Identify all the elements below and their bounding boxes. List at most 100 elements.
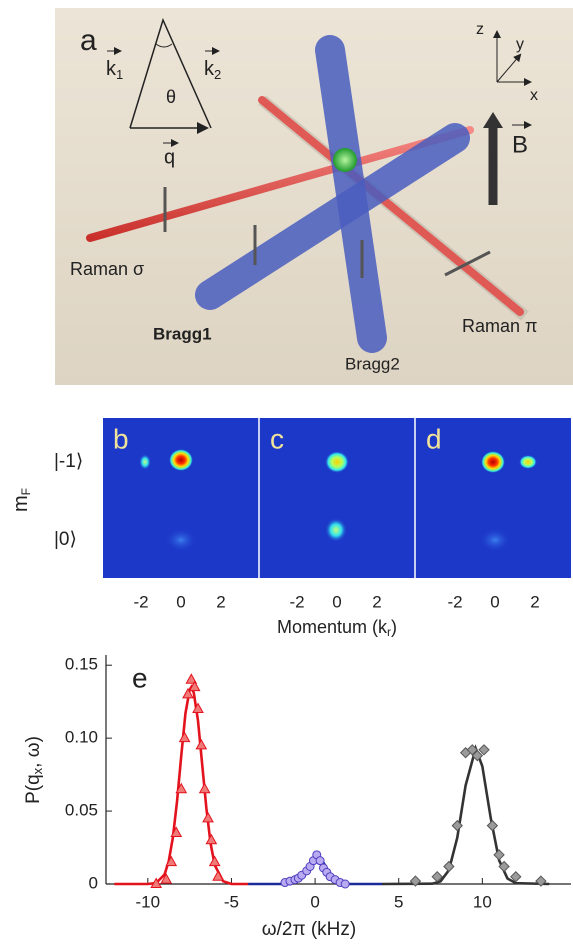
atom-blob	[325, 451, 349, 473]
b-field-arrowhead	[483, 112, 503, 128]
y-tick-label: 0.05	[65, 801, 98, 820]
raman-pi-beam	[258, 96, 524, 316]
data-point	[208, 855, 221, 867]
data-point	[150, 877, 163, 888]
state-label: |0⟩	[54, 529, 77, 550]
data-point	[160, 873, 173, 884]
bcd-ylabel: mF	[10, 488, 33, 512]
bragg1-label: Bragg1	[153, 324, 212, 343]
data-point	[188, 680, 201, 692]
raman-sigma-label: Raman σ	[70, 259, 144, 279]
panel-label: d	[426, 423, 442, 454]
xlabel-sub: r	[387, 625, 391, 639]
ylabel-main: m	[10, 495, 32, 512]
data-point	[165, 855, 178, 867]
panel-a-background	[55, 8, 573, 385]
data-point	[202, 811, 214, 823]
panel-label: b	[113, 423, 129, 454]
k2-main: k	[204, 58, 215, 80]
polarization-arrow	[444, 250, 491, 277]
x-tick-label: -2	[289, 592, 304, 611]
y-tick-label: 0	[89, 873, 98, 892]
data-point	[185, 673, 198, 684]
z-label: z	[476, 21, 484, 38]
fit-line	[381, 744, 550, 886]
atom-blob	[139, 454, 151, 470]
atom-blob	[169, 449, 193, 471]
data-point	[315, 856, 325, 866]
x-tick-label: 10	[473, 892, 492, 911]
data-point	[471, 749, 484, 762]
panel-label: e	[132, 662, 148, 693]
xlabel-after: )	[391, 617, 397, 637]
data-point	[178, 731, 191, 743]
atom-blob	[479, 528, 511, 552]
ylabel-sub: x	[30, 767, 45, 774]
panels-bcd: mF |-1⟩ |0⟩ Momentum (kr) b -2 0 2 c -2 0 2 d -2 0…	[10, 418, 571, 639]
raman-pi-label: Raman π	[462, 316, 537, 336]
data-point	[431, 870, 443, 883]
k2-sub: 2	[214, 67, 221, 82]
theta-label: θ	[166, 87, 176, 107]
panel-label: c	[270, 423, 284, 454]
data-point	[205, 833, 218, 845]
theta-arc	[155, 43, 173, 48]
x-tick-label: 2	[216, 592, 225, 611]
x-tick-label: -5	[224, 892, 239, 911]
y-label: y	[516, 36, 524, 53]
bragg1-beam	[195, 123, 470, 310]
data-point	[340, 879, 350, 889]
y-tick-label: 0.15	[65, 655, 98, 674]
state-label: |-1⟩	[54, 451, 83, 472]
x-tick-label: -2	[447, 592, 462, 611]
atom-blob	[165, 528, 197, 552]
data-point	[451, 819, 463, 832]
bragg2-label: Bragg2	[345, 354, 400, 373]
data-point	[170, 826, 183, 837]
x-tick-label: 5	[394, 892, 403, 911]
bcd-xlabel: Momentum (kr)	[277, 617, 397, 639]
data-point	[535, 875, 547, 887]
data-point	[510, 870, 522, 883]
b-label: B	[512, 131, 528, 158]
atom-blob	[519, 455, 537, 469]
raman-sigma-beam	[86, 126, 474, 242]
data-point	[195, 738, 208, 750]
panel-label: a	[80, 24, 97, 57]
data-point	[466, 744, 479, 756]
ylabel-after: , ω)	[23, 736, 44, 768]
k1-label: k1	[106, 58, 123, 82]
bragg2-beam	[315, 35, 387, 353]
k2-label: k2	[204, 58, 221, 82]
ylabel-sub: F	[19, 488, 33, 495]
ylabel-main: P(q	[23, 774, 44, 804]
q-label: q	[164, 146, 175, 168]
y-tick-label: 0.10	[65, 728, 98, 747]
x-tick-label: -2	[133, 592, 148, 611]
data-point	[212, 870, 224, 881]
x-label: x	[530, 87, 538, 104]
data-point	[443, 860, 455, 873]
x-tick-label: 0	[490, 592, 499, 611]
data-point	[175, 782, 188, 794]
k1-main: k	[106, 58, 117, 80]
y-axis-label: P(qx, ω)	[23, 736, 45, 804]
k-triangle	[129, 17, 212, 129]
x-axis-label: ω/2π (kHz)	[262, 919, 356, 940]
image-background	[103, 418, 571, 578]
x-tick-label: -10	[136, 892, 161, 911]
data-point	[486, 819, 499, 832]
data-point	[182, 687, 194, 699]
data-point	[493, 849, 505, 861]
data-point	[192, 702, 204, 713]
data-point	[198, 782, 211, 794]
panel-a: a k1 k2 θ q z y x B Raman σ Bragg1 Bragg…	[55, 8, 573, 385]
x-tick-label: 2	[530, 592, 539, 611]
y-axis	[496, 53, 522, 83]
x-tick-label: 2	[372, 592, 381, 611]
xlabel-main: Momentum (k	[277, 617, 388, 637]
data-point	[409, 875, 422, 887]
x-tick-label: 0	[310, 892, 319, 911]
